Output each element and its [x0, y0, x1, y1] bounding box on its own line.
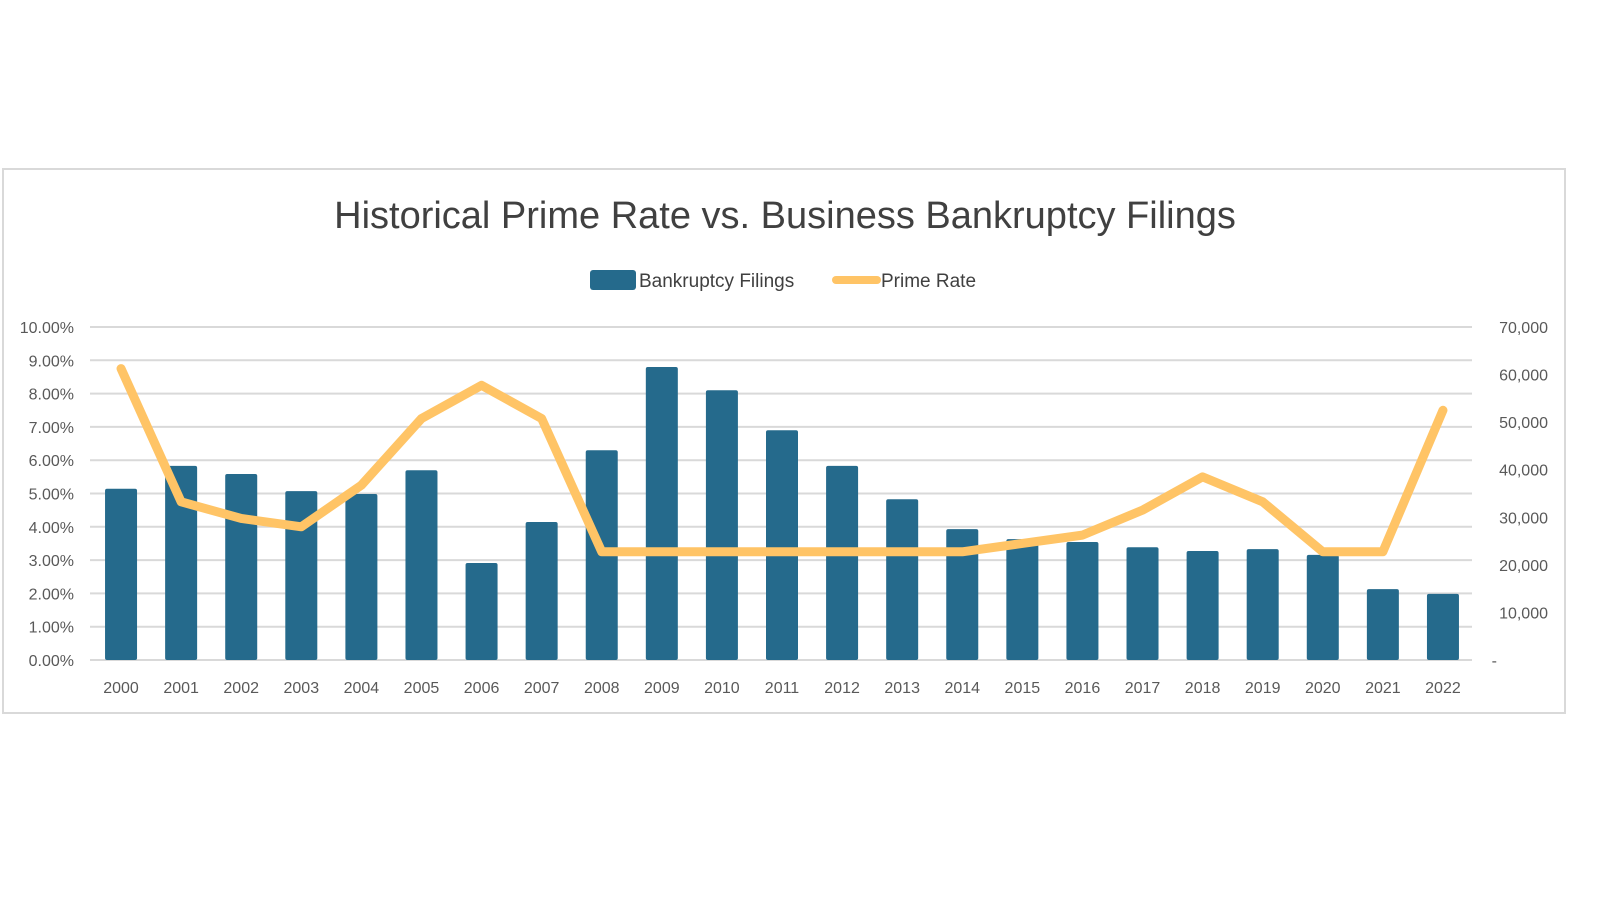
bar-2016 — [1066, 542, 1099, 660]
bar-2000 — [105, 488, 138, 660]
bar-2020 — [1306, 554, 1339, 660]
right-axis-tick-label: 20,000 — [1499, 558, 1548, 575]
left-axis-tick-label: 3.00% — [29, 553, 74, 570]
x-axis-tick-label: 2013 — [884, 680, 920, 697]
left-axis-tick-label: 4.00% — [29, 520, 74, 537]
right-axis-tick-label: - — [1492, 653, 1497, 670]
bar-2005 — [405, 470, 438, 660]
bar-2014 — [946, 529, 979, 660]
bar-2011 — [766, 430, 798, 660]
x-axis-tick-label: 2014 — [944, 680, 980, 697]
x-axis-tick-label: 2022 — [1425, 680, 1461, 697]
left-axis-tick-label: 2.00% — [29, 586, 74, 603]
bar-2012 — [826, 465, 859, 660]
left-axis-tick-label: 5.00% — [29, 487, 74, 504]
x-axis-tick-label: 2009 — [644, 680, 680, 697]
right-axis-tick-label: 40,000 — [1499, 463, 1548, 480]
legend: Bankruptcy Filings Prime Rate — [590, 270, 976, 292]
legend-label-bankruptcy: Bankruptcy Filings — [639, 271, 794, 292]
bar-2001 — [165, 465, 198, 660]
bar-2015 — [1006, 539, 1039, 660]
bar-2010 — [705, 390, 738, 660]
left-axis-tick-label: 9.00% — [29, 353, 74, 370]
x-axis-tick-label: 2000 — [103, 680, 139, 697]
x-axis-tick-label: 2020 — [1305, 680, 1341, 697]
right-axis-tick-label: 10,000 — [1499, 605, 1548, 622]
right-axis-tick-label: 70,000 — [1499, 320, 1548, 337]
x-axis-tick-label: 2016 — [1065, 680, 1101, 697]
bar-2007 — [525, 522, 558, 660]
left-axis-tick-label: 0.00% — [29, 653, 74, 670]
bar-2013 — [886, 499, 919, 660]
bar-2002 — [225, 473, 258, 660]
x-axis-tick-label: 2015 — [1005, 680, 1041, 697]
bar-2017 — [1126, 547, 1159, 660]
left-axis-tick-label: 6.00% — [29, 453, 74, 470]
legend-label-prime: Prime Rate — [881, 271, 976, 292]
bar-2018 — [1186, 551, 1219, 660]
x-axis-tick-label: 2021 — [1365, 680, 1401, 697]
x-axis-tick-label: 2003 — [284, 680, 320, 697]
right-axis-tick-label: 50,000 — [1499, 415, 1548, 432]
legend-swatch-bankruptcy — [590, 270, 636, 290]
bar-2019 — [1246, 549, 1279, 660]
x-axis-tick-label: 2018 — [1185, 680, 1221, 697]
x-axis-tick-label: 2006 — [464, 680, 500, 697]
right-axis-tick-label: 30,000 — [1499, 510, 1548, 527]
x-axis-tick-label: 2002 — [223, 680, 259, 697]
left-axis-tick-label: 8.00% — [29, 387, 74, 404]
x-axis-tick-label: 2017 — [1125, 680, 1161, 697]
x-axis-tick-label: 2004 — [344, 680, 380, 697]
x-axis-tick-label: 2001 — [163, 680, 199, 697]
bar-2003 — [285, 491, 318, 660]
bar-2022 — [1426, 593, 1459, 660]
x-axis-tick-label: 2010 — [704, 680, 740, 697]
x-axis-tick-label: 2007 — [524, 680, 560, 697]
x-axis-tick-label: 2005 — [404, 680, 440, 697]
bar-2021 — [1366, 589, 1399, 660]
x-axis-tick-label: 2019 — [1245, 680, 1281, 697]
chart-title: Historical Prime Rate vs. Business Bankr… — [334, 195, 1236, 237]
left-axis-tick-label: 10.00% — [20, 320, 74, 337]
left-axis-tick-label: 1.00% — [29, 620, 74, 637]
bar-2009 — [645, 366, 678, 660]
right-axis-tick-label: 60,000 — [1499, 368, 1548, 385]
x-axis-tick-label: 2011 — [765, 680, 800, 697]
bar-2006 — [465, 562, 498, 660]
x-axis-tick-label: 2008 — [584, 680, 620, 697]
x-axis-tick-label: 2012 — [824, 680, 860, 697]
left-axis-tick-label: 7.00% — [29, 420, 74, 437]
bar-2004 — [345, 493, 378, 660]
